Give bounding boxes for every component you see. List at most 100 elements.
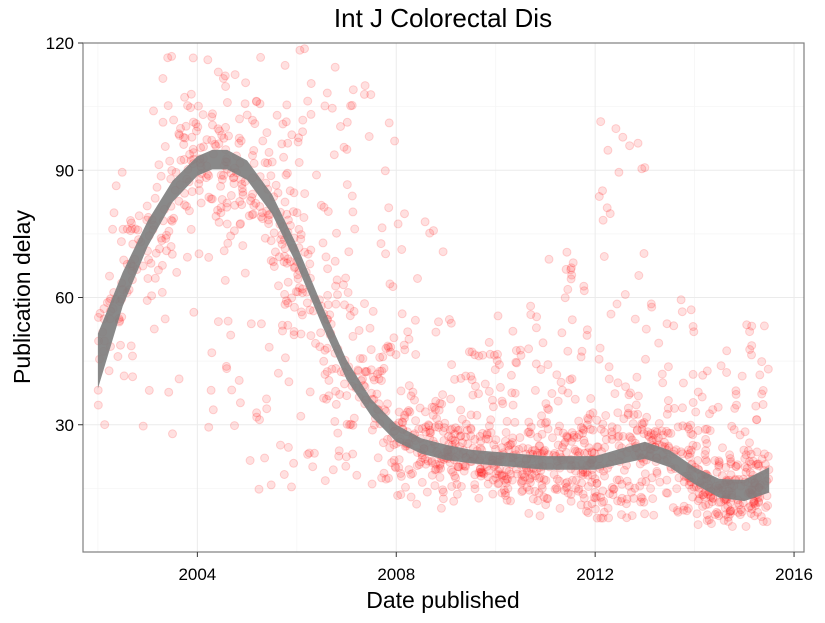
data-point	[504, 466, 514, 476]
data-point	[452, 489, 462, 499]
data-point	[498, 399, 508, 409]
data-point	[434, 464, 443, 474]
data-point	[506, 439, 516, 449]
data-point	[596, 424, 606, 434]
data-point	[158, 117, 168, 127]
data-point	[503, 474, 513, 484]
data-point	[222, 202, 232, 212]
data-point	[652, 435, 661, 445]
data-point	[477, 467, 486, 477]
data-point	[506, 370, 516, 380]
data-point	[627, 511, 637, 521]
data-point	[158, 74, 168, 83]
data-point	[662, 409, 672, 419]
data-point	[527, 469, 537, 479]
data-point	[272, 110, 282, 120]
data-point	[759, 321, 769, 331]
data-point	[535, 511, 545, 521]
data-point	[497, 443, 507, 453]
data-point	[226, 191, 236, 200]
data-point	[751, 501, 760, 510]
data-point	[332, 228, 341, 238]
data-point	[150, 273, 160, 283]
data-point	[234, 375, 244, 385]
data-point	[760, 459, 770, 469]
data-point	[214, 139, 224, 149]
data-point	[389, 333, 399, 343]
data-point	[753, 507, 763, 517]
data-point	[752, 415, 761, 425]
data-point	[535, 472, 545, 482]
data-point	[264, 147, 274, 157]
data-point	[563, 433, 573, 443]
data-point	[260, 453, 270, 463]
data-point	[438, 494, 448, 504]
data-point	[488, 475, 498, 485]
data-point	[692, 509, 702, 519]
data-point	[723, 516, 733, 526]
data-point	[194, 179, 204, 189]
data-point	[729, 425, 739, 435]
data-point	[629, 493, 639, 503]
data-point	[543, 424, 553, 434]
data-point	[762, 517, 772, 527]
data-point	[278, 119, 288, 129]
data-point	[404, 465, 414, 475]
data-point	[760, 449, 769, 459]
data-point	[706, 492, 716, 502]
data-point	[536, 419, 546, 429]
data-point	[421, 459, 431, 469]
data-point	[497, 471, 507, 481]
data-point	[632, 426, 642, 436]
data-point	[523, 444, 533, 454]
data-point	[733, 507, 743, 517]
data-point	[296, 411, 306, 421]
data-point	[223, 316, 233, 326]
data-point	[446, 465, 456, 475]
data-point	[488, 489, 498, 499]
data-point	[572, 433, 582, 442]
data-point	[428, 410, 438, 420]
data-point	[311, 338, 320, 348]
data-point	[631, 400, 641, 410]
data-point	[405, 407, 415, 417]
data-point	[701, 455, 711, 465]
data-point	[466, 425, 476, 434]
data-point	[384, 118, 394, 128]
data-point	[309, 448, 319, 458]
data-point	[578, 470, 588, 480]
data-point	[746, 449, 756, 459]
data-point	[285, 186, 295, 196]
data-point	[464, 347, 474, 357]
data-point	[579, 435, 589, 445]
data-point	[721, 463, 731, 472]
data-point	[179, 155, 189, 164]
data-point	[601, 411, 611, 420]
data-point	[500, 436, 510, 446]
data-point	[435, 398, 445, 408]
data-point	[434, 317, 443, 327]
data-point	[99, 304, 109, 314]
data-point	[754, 498, 764, 508]
data-point	[495, 470, 504, 480]
data-point	[637, 425, 647, 434]
data-point	[607, 430, 617, 440]
data-point	[745, 345, 755, 354]
data-point	[647, 473, 657, 483]
data-point	[372, 389, 382, 399]
data-point	[573, 486, 583, 496]
data-point	[541, 475, 551, 485]
data-point	[585, 424, 595, 434]
data-point	[221, 361, 231, 371]
data-point	[213, 317, 223, 327]
data-point	[592, 513, 602, 523]
data-point	[283, 442, 293, 452]
data-point	[302, 298, 312, 308]
data-point	[618, 431, 628, 441]
data-point	[386, 347, 395, 357]
data-point	[446, 433, 456, 443]
data-point	[587, 447, 597, 457]
data-point	[269, 262, 279, 271]
data-point	[754, 461, 764, 471]
data-point	[221, 82, 231, 91]
